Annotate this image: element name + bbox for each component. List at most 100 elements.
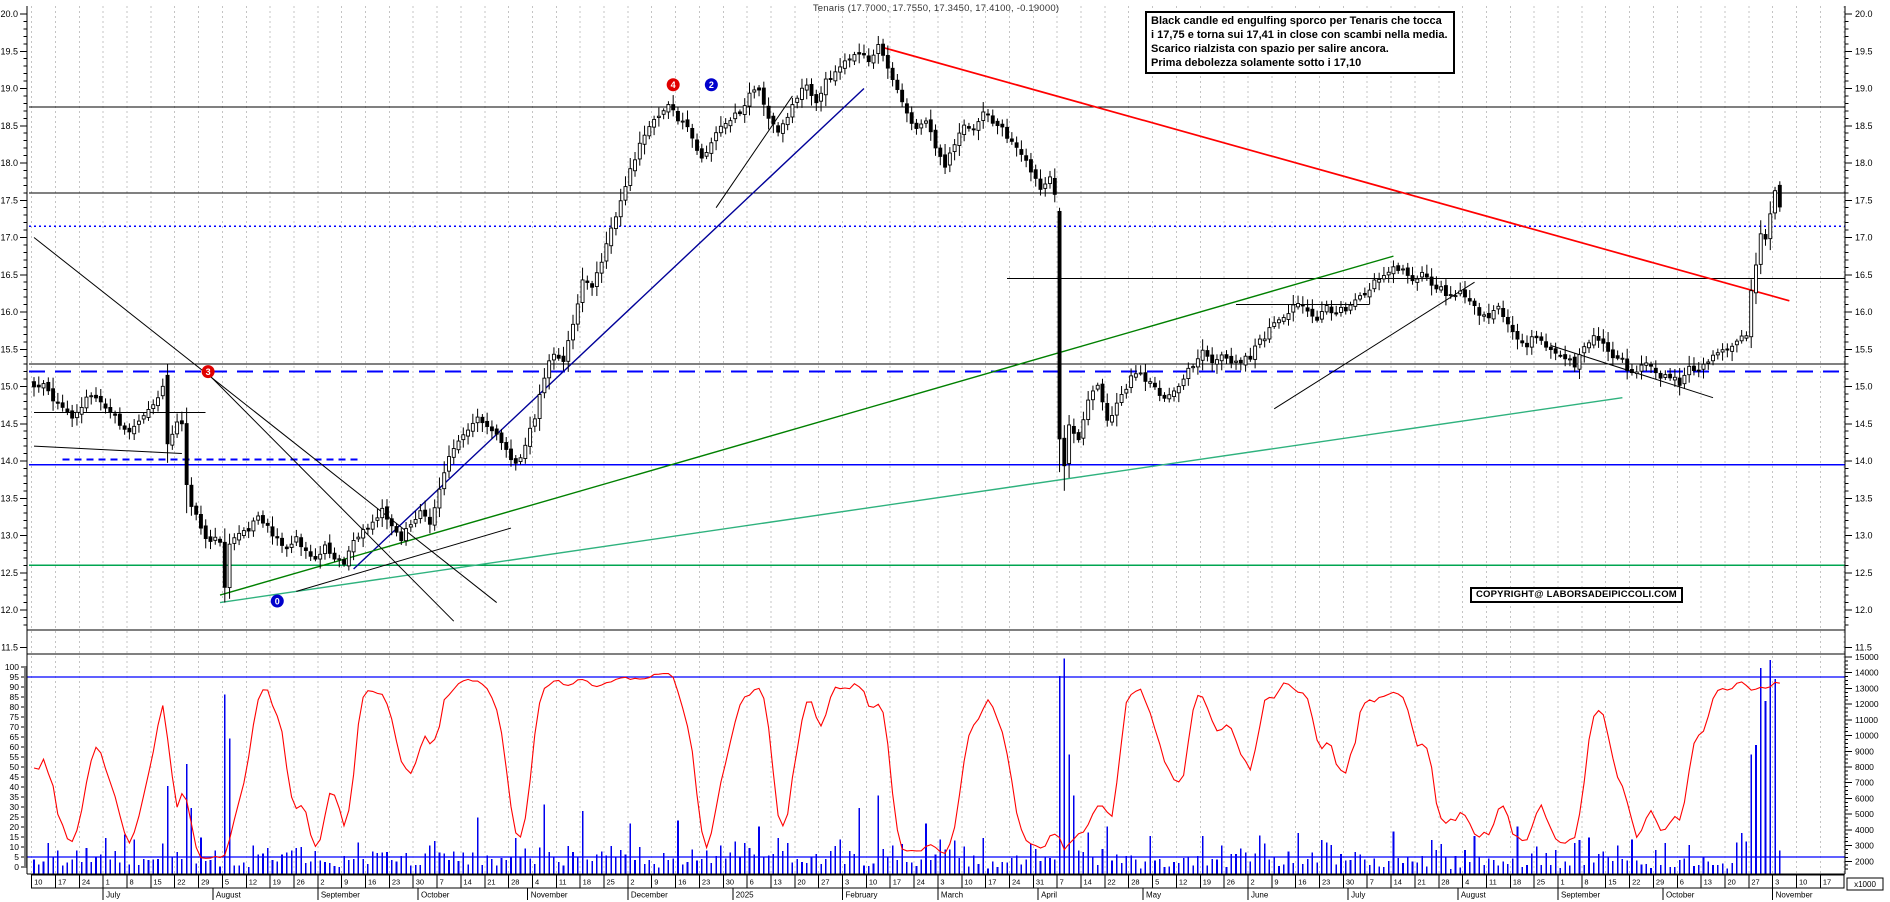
svg-text:10: 10: [10, 842, 20, 852]
svg-text:19.0: 19.0: [0, 84, 18, 94]
svg-text:18: 18: [1513, 878, 1521, 887]
svg-text:x1000: x1000: [1854, 880, 1876, 889]
svg-text:1: 1: [106, 878, 110, 887]
svg-text:95: 95: [10, 672, 20, 682]
svg-text:6: 6: [750, 878, 754, 887]
svg-text:April: April: [1041, 891, 1057, 900]
svg-text:8000: 8000: [1855, 762, 1874, 772]
svg-text:18.5: 18.5: [1855, 121, 1873, 131]
svg-text:65: 65: [10, 732, 20, 742]
svg-text:23: 23: [702, 878, 710, 887]
svg-text:4: 4: [671, 80, 676, 90]
svg-text:75: 75: [10, 712, 20, 722]
svg-text:19: 19: [1203, 878, 1211, 887]
volume-axis: 2000 3000 4000 5000 6000 7000 8000 9000 10000 110…: [1845, 652, 1879, 870]
svg-text:19.5: 19.5: [0, 46, 18, 56]
svg-text:6: 6: [1680, 878, 1684, 887]
svg-text:4000: 4000: [1855, 825, 1874, 835]
svg-text:13.5: 13.5: [0, 493, 18, 503]
svg-text:22: 22: [1107, 878, 1115, 887]
svg-text:17: 17: [1823, 878, 1831, 887]
svg-text:2: 2: [630, 878, 634, 887]
svg-text:80: 80: [10, 702, 20, 712]
svg-text:17: 17: [988, 878, 996, 887]
svg-text:10: 10: [964, 878, 972, 887]
svg-text:26: 26: [1227, 878, 1235, 887]
svg-text:October: October: [421, 891, 450, 900]
svg-text:2: 2: [1250, 878, 1254, 887]
svg-text:27: 27: [1751, 878, 1759, 887]
analysis-note-line: Black candle ed engulfing sporco per Ten…: [1151, 15, 1442, 27]
svg-text:14: 14: [1394, 878, 1402, 887]
svg-text:10: 10: [869, 878, 877, 887]
svg-text:15: 15: [1608, 878, 1616, 887]
svg-text:11.5: 11.5: [1, 642, 18, 652]
svg-text:0: 0: [275, 596, 280, 606]
svg-text:19: 19: [273, 878, 281, 887]
svg-text:14.5: 14.5: [0, 419, 18, 429]
svg-text:14: 14: [1084, 878, 1092, 887]
svg-text:18: 18: [583, 878, 591, 887]
svg-text:11.5: 11.5: [1855, 642, 1872, 652]
svg-text:August: August: [216, 891, 242, 900]
svg-text:13.0: 13.0: [0, 531, 18, 541]
svg-text:5: 5: [225, 878, 229, 887]
svg-text:September: September: [321, 891, 360, 900]
svg-text:16.5: 16.5: [1855, 270, 1873, 280]
svg-text:25: 25: [10, 812, 20, 822]
svg-text:12.5: 12.5: [0, 568, 18, 578]
svg-text:70: 70: [10, 722, 20, 732]
svg-text:13.0: 13.0: [1855, 531, 1873, 541]
svg-text:15: 15: [153, 878, 161, 887]
svg-text:23: 23: [1322, 878, 1330, 887]
svg-text:2: 2: [709, 80, 714, 90]
svg-text:16.0: 16.0: [0, 307, 18, 317]
svg-text:22: 22: [1632, 878, 1640, 887]
svg-text:14: 14: [463, 878, 471, 887]
week-gridlines: [31, 6, 1845, 874]
svg-text:16: 16: [678, 878, 686, 887]
svg-text:15.5: 15.5: [0, 344, 18, 354]
svg-text:30: 30: [416, 878, 424, 887]
svg-text:7: 7: [1060, 878, 1064, 887]
oscillator-line: [33, 672, 1780, 859]
svg-text:11: 11: [559, 878, 567, 887]
svg-text:9: 9: [654, 878, 658, 887]
svg-text:17.0: 17.0: [1855, 233, 1873, 243]
svg-text:5: 5: [1155, 878, 1159, 887]
svg-text:29: 29: [1656, 878, 1664, 887]
svg-text:20.0: 20.0: [0, 9, 18, 19]
svg-text:17: 17: [893, 878, 901, 887]
svg-text:July: July: [1351, 891, 1365, 900]
svg-text:25: 25: [607, 878, 615, 887]
svg-text:12000: 12000: [1855, 699, 1879, 709]
svg-text:90: 90: [10, 682, 20, 692]
svg-text:February: February: [846, 891, 878, 900]
chart-title: Tenaris (17.7000, 17.7550, 17.3450, 17.4…: [812, 3, 1060, 14]
svg-text:45: 45: [10, 772, 20, 782]
svg-text:18.0: 18.0: [1855, 158, 1873, 168]
svg-text:24: 24: [917, 878, 925, 887]
svg-text:40: 40: [10, 782, 20, 792]
svg-text:May: May: [1146, 891, 1161, 900]
svg-text:28: 28: [511, 878, 519, 887]
svg-text:31: 31: [1036, 878, 1044, 887]
svg-text:2: 2: [320, 878, 324, 887]
analysis-note: Black candle ed engulfing sporco per Ten…: [1145, 11, 1455, 74]
svg-text:14.0: 14.0: [1855, 456, 1873, 466]
svg-text:3: 3: [845, 878, 849, 887]
analysis-note-line: i 17,75 e torna sui 17,41 in close con s…: [1151, 29, 1448, 41]
svg-text:15.0: 15.0: [1855, 382, 1873, 392]
analysis-note-line: Scarico rialzista con spazio per salire …: [1151, 43, 1389, 55]
svg-text:50: 50: [10, 762, 20, 772]
svg-text:8: 8: [1584, 878, 1588, 887]
svg-text:14000: 14000: [1855, 668, 1879, 678]
svg-text:16.0: 16.0: [1855, 307, 1873, 317]
svg-text:12.0: 12.0: [1855, 605, 1873, 615]
svg-text:25: 25: [1537, 878, 1545, 887]
svg-text:August: August: [1461, 891, 1487, 900]
trendlines: [33, 46, 1790, 622]
svg-text:12: 12: [1179, 878, 1187, 887]
svg-text:28: 28: [1131, 878, 1139, 887]
analysis-note-line: Prima debolezza solamente sotto i 17,10: [1151, 57, 1362, 69]
